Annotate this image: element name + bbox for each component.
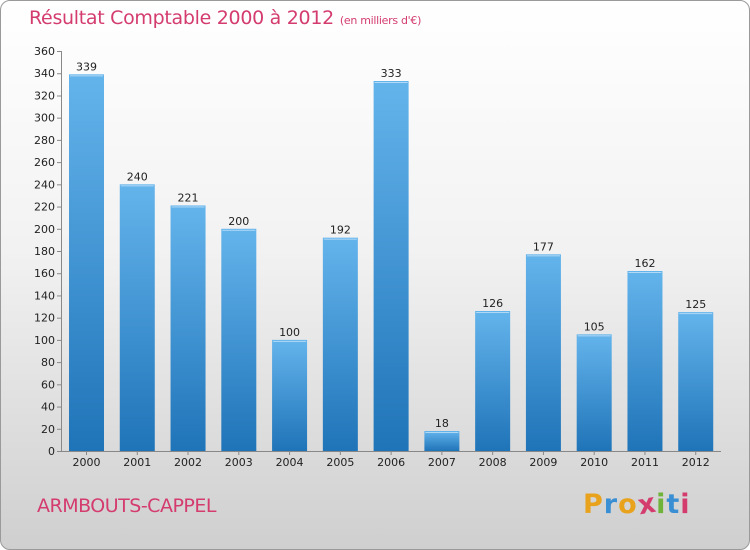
x-tick-label: 2010 xyxy=(580,456,608,469)
logo-letter: P xyxy=(583,489,604,520)
bar-2004[interactable] xyxy=(272,339,308,451)
y-tick-label: 340 xyxy=(34,67,55,80)
y-tick-label: 300 xyxy=(34,112,55,125)
bar-2012[interactable] xyxy=(678,312,714,451)
x-tick-label: 2011 xyxy=(631,456,659,469)
x-axis: 2000 2001 2002 2003 2004 2005 2006 2007 2008 2009… xyxy=(61,451,721,469)
y-tick-label: 360 xyxy=(34,45,55,58)
data-label-2005: 192 xyxy=(330,224,351,237)
y-tick-label: 140 xyxy=(34,289,55,302)
x-tick-label: 2000 xyxy=(73,456,101,469)
bar-2003[interactable] xyxy=(221,228,257,451)
logo-letter: i xyxy=(680,489,691,520)
bar-2006[interactable] xyxy=(373,81,409,451)
data-label-2012: 125 xyxy=(685,298,706,311)
logo-letter: o xyxy=(618,489,638,520)
commune-name: ARMBOUTS-CAPPEL xyxy=(37,495,216,517)
y-tick-label: 120 xyxy=(34,312,55,325)
y-tick-label: 160 xyxy=(34,267,55,280)
title-unit: (en milliers d'€) xyxy=(339,14,422,27)
data-label-2003: 200 xyxy=(228,215,249,228)
bar-2005[interactable] xyxy=(322,237,358,451)
data-label-2006: 333 xyxy=(381,67,402,80)
data-label-2007: 18 xyxy=(435,417,449,430)
y-tick-label: 280 xyxy=(34,134,55,147)
bar-highlight xyxy=(577,335,611,337)
x-tick-label: 2005 xyxy=(326,456,354,469)
y-tick-label: 320 xyxy=(34,89,55,102)
x-tick-label: 2006 xyxy=(377,456,405,469)
data-label-2004: 100 xyxy=(279,326,300,339)
data-label-2001: 240 xyxy=(127,170,148,183)
y-tick-label: 100 xyxy=(34,334,55,347)
x-tick-label: 2002 xyxy=(174,456,202,469)
y-tick-label: 40 xyxy=(41,401,55,414)
bar-2008[interactable] xyxy=(475,311,511,451)
x-tick-label: 2012 xyxy=(682,456,710,469)
data-label-2008: 126 xyxy=(482,297,503,310)
data-label-2011: 162 xyxy=(634,257,655,270)
bar-highlight xyxy=(476,312,510,313)
y-tick-label: 260 xyxy=(34,156,55,169)
x-tick-label: 2004 xyxy=(276,456,304,469)
logo-letter: r xyxy=(603,489,619,520)
bar-2011[interactable] xyxy=(627,271,663,451)
bar-highlight xyxy=(374,82,408,83)
x-tick-label: 2001 xyxy=(123,456,151,469)
chart-title: Résultat Comptable 2000 à 2012 (en millie… xyxy=(29,7,421,29)
logo-letter: t xyxy=(666,489,681,520)
bar-2000[interactable] xyxy=(69,74,104,451)
title-text: Résultat Comptable 2000 à 2012 xyxy=(29,7,334,29)
y-axis: 0 20 40 60 80 100 120 140 160 180 200 220 240 260 280 3… xyxy=(34,45,62,458)
bar-highlight xyxy=(425,432,459,433)
data-label-2000: 339 xyxy=(76,60,97,73)
x-tick-label: 2009 xyxy=(529,456,557,469)
data-label-2009: 177 xyxy=(533,240,554,253)
y-tick-label: 20 xyxy=(41,423,55,436)
y-tick-label: 220 xyxy=(34,201,55,214)
x-tick-label: 2003 xyxy=(225,456,253,469)
bar-highlight xyxy=(526,255,560,257)
x-tick-label: 2008 xyxy=(479,456,507,469)
bar-highlight xyxy=(70,75,103,77)
bar-2001[interactable] xyxy=(119,184,155,452)
y-tick-label: 240 xyxy=(34,178,55,191)
data-label-2010: 105 xyxy=(584,320,605,333)
bar-2009[interactable] xyxy=(525,254,561,451)
bar-highlight xyxy=(679,313,713,315)
bar-highlight xyxy=(323,238,357,240)
y-tick-label: 0 xyxy=(48,445,55,458)
proxiti-logo[interactable]: Proxiti xyxy=(583,488,691,522)
bar-highlight xyxy=(120,185,154,187)
data-label-2002: 221 xyxy=(178,191,199,204)
bar-series: 339 240 221 200 100 192 333 18 126 177 105 162 125 xyxy=(69,60,714,452)
y-tick-label: 180 xyxy=(34,245,55,258)
logo-letter: i xyxy=(656,489,667,520)
bar-2007[interactable] xyxy=(424,431,460,451)
bar-2002[interactable] xyxy=(170,205,206,451)
bar-highlight xyxy=(222,229,256,231)
y-tick-label: 60 xyxy=(41,378,55,391)
bar-highlight xyxy=(273,340,307,342)
y-tick-label: 200 xyxy=(34,223,55,236)
bar-highlight xyxy=(171,206,205,208)
y-tick-label: 80 xyxy=(41,356,55,369)
x-tick-label: 2007 xyxy=(428,456,456,469)
bar-highlight xyxy=(628,272,662,273)
bar-2010[interactable] xyxy=(576,334,612,451)
